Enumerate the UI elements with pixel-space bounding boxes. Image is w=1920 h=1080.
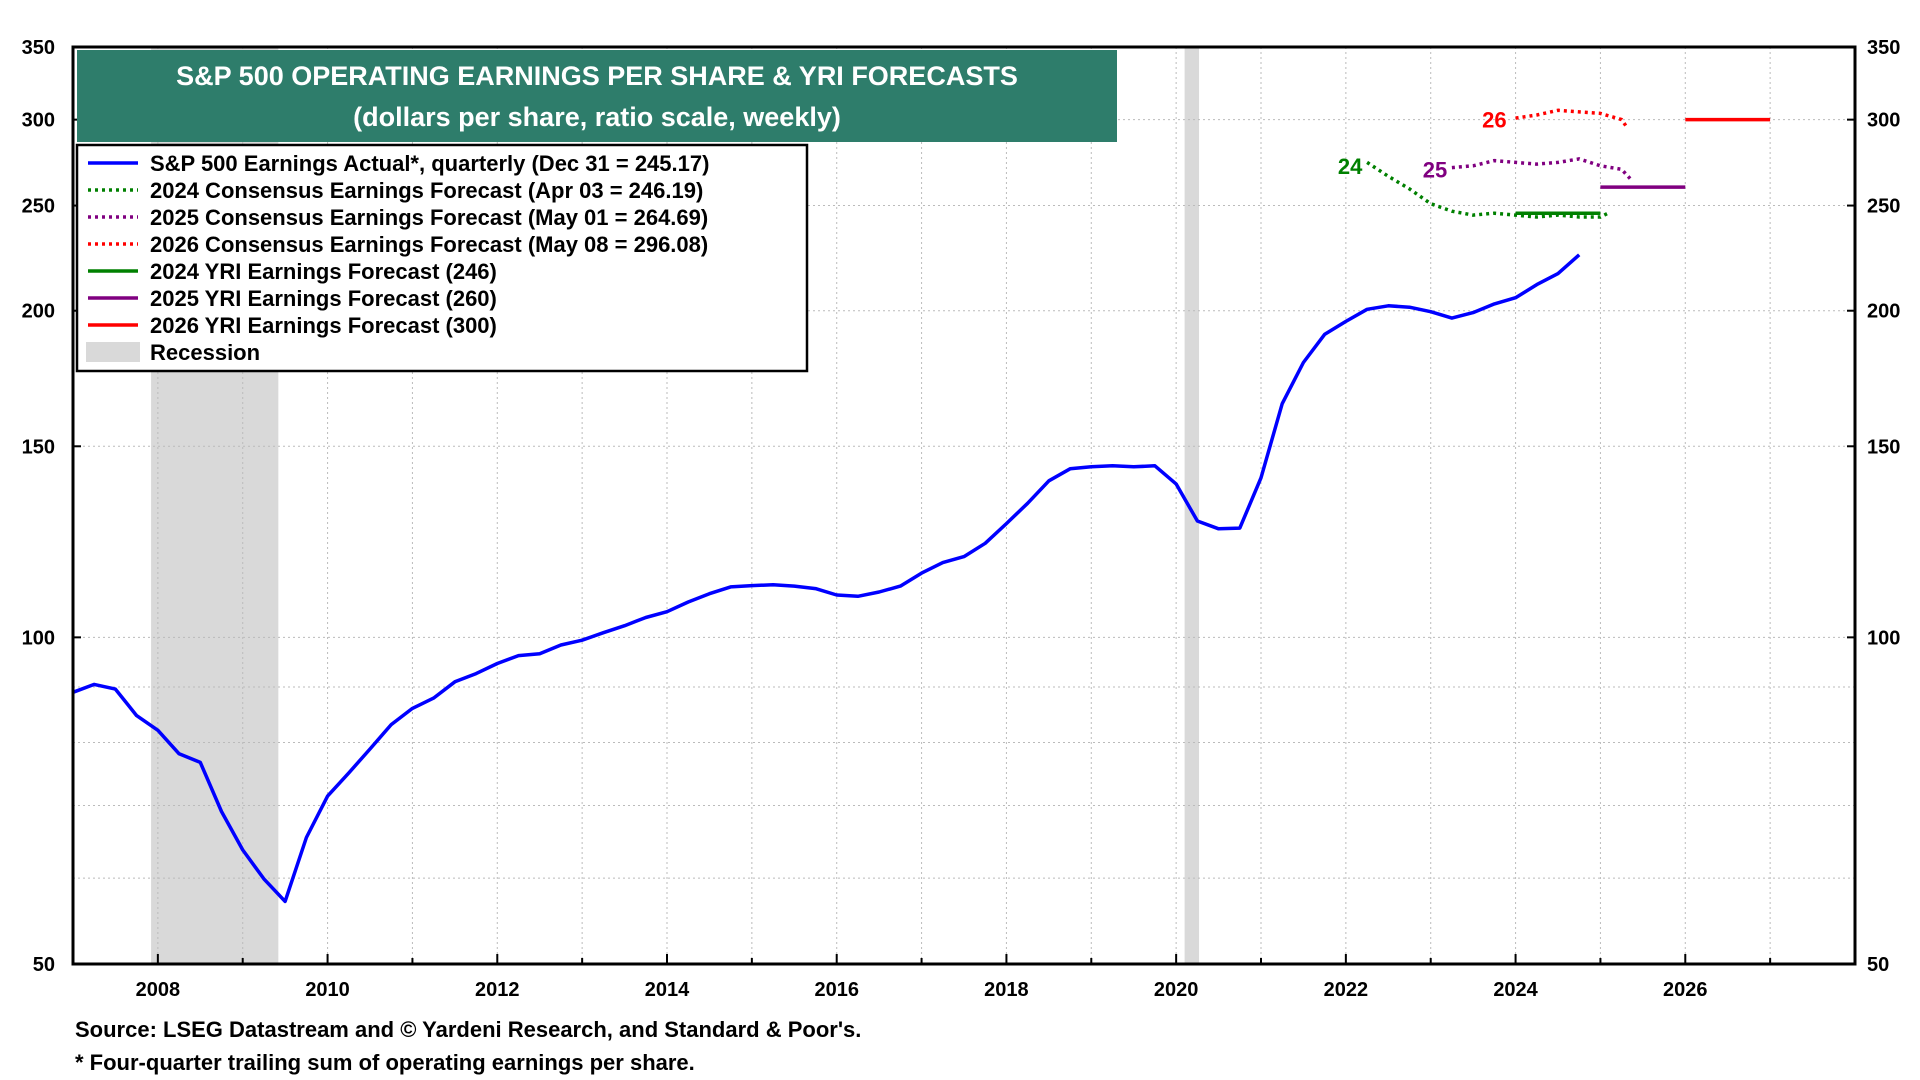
x-tick-label: 2014	[645, 979, 690, 1001]
y-tick-label-left: 50	[33, 954, 55, 976]
y-tick-label-left: 350	[22, 37, 55, 59]
y-tick-label-right: 50	[1867, 954, 1889, 976]
recession-band-1	[1184, 47, 1200, 964]
legend-label-4: 2024 YRI Earnings Forecast (246)	[150, 259, 497, 284]
y-tick-label-right: 200	[1867, 301, 1900, 323]
y-tick-label-left: 150	[22, 436, 55, 458]
legend-label-6: 2026 YRI Earnings Forecast (300)	[150, 313, 497, 338]
y-ticks-left: 350 300 250 200 150 100 50	[22, 37, 81, 976]
series-line-0	[72, 253, 1581, 904]
y-tick-label-right: 350	[1867, 37, 1900, 59]
source-note: Source: LSEG Datastream and © Yardeni Re…	[75, 1017, 862, 1042]
x-tick-label: 2012	[475, 979, 520, 1001]
chart-title: S&P 500 OPERATING EARNINGS PER SHARE & Y…	[176, 61, 1018, 91]
x-tick-label: 2022	[1324, 979, 1369, 1001]
x-tick-label: 2010	[305, 979, 350, 1001]
y-tick-label-right: 150	[1867, 436, 1900, 458]
series-line-2	[1451, 157, 1632, 180]
y-tick-label-left: 300	[22, 110, 55, 132]
y-tick-label-left: 200	[22, 301, 55, 323]
x-tick-label: 2008	[136, 979, 181, 1001]
x-tick-label: 2018	[984, 979, 1029, 1001]
series-lines	[72, 108, 1771, 904]
legend-swatch-recession	[86, 342, 140, 362]
series-line-1	[1366, 160, 1610, 219]
annotation-label-0: 24	[1338, 154, 1363, 179]
y-tick-label-right: 100	[1867, 627, 1900, 649]
y-tick-label-left: 250	[22, 196, 55, 218]
legend-label-3: 2026 Consensus Earnings Forecast (May 08…	[150, 232, 708, 257]
x-tick-label: 2016	[814, 979, 859, 1001]
x-tick-label: 2026	[1663, 979, 1708, 1001]
footnote: * Four-quarter trailing sum of operating…	[75, 1050, 695, 1075]
legend-label-0: S&P 500 Earnings Actual*, quarterly (Dec…	[150, 151, 709, 176]
series-line-3	[1515, 108, 1628, 127]
y-tick-label-left: 100	[22, 627, 55, 649]
legend-label-2: 2025 Consensus Earnings Forecast (May 01…	[150, 205, 708, 230]
y-tick-label-right: 300	[1867, 110, 1900, 132]
legend-label-5: 2025 YRI Earnings Forecast (260)	[150, 286, 497, 311]
chart-subtitle: (dollars per share, ratio scale, weekly)	[353, 102, 841, 132]
x-tick-label: 2024	[1493, 979, 1538, 1001]
annotation-label-2: 26	[1482, 108, 1506, 133]
x-ticks: 2008 2010 2012 2014 2016 2018 2020 2022 2024 2026	[72, 954, 1856, 1001]
plot-frame	[71, 45, 1857, 966]
y-ticks-right: 350 300 250 200 150 100 50	[1847, 37, 1900, 976]
annotations: 24 25 26	[1338, 108, 1507, 183]
legend-label-1: 2024 Consensus Earnings Forecast (Apr 03…	[150, 178, 703, 203]
legend-label-7: Recession	[150, 340, 260, 365]
title-box: S&P 500 OPERATING EARNINGS PER SHARE & Y…	[77, 50, 1117, 142]
y-tick-label-right: 250	[1867, 196, 1900, 218]
legend: S&P 500 Earnings Actual*, quarterly (Dec…	[75, 143, 809, 373]
x-tick-label: 2020	[1154, 979, 1199, 1001]
annotation-label-1: 25	[1423, 157, 1447, 182]
